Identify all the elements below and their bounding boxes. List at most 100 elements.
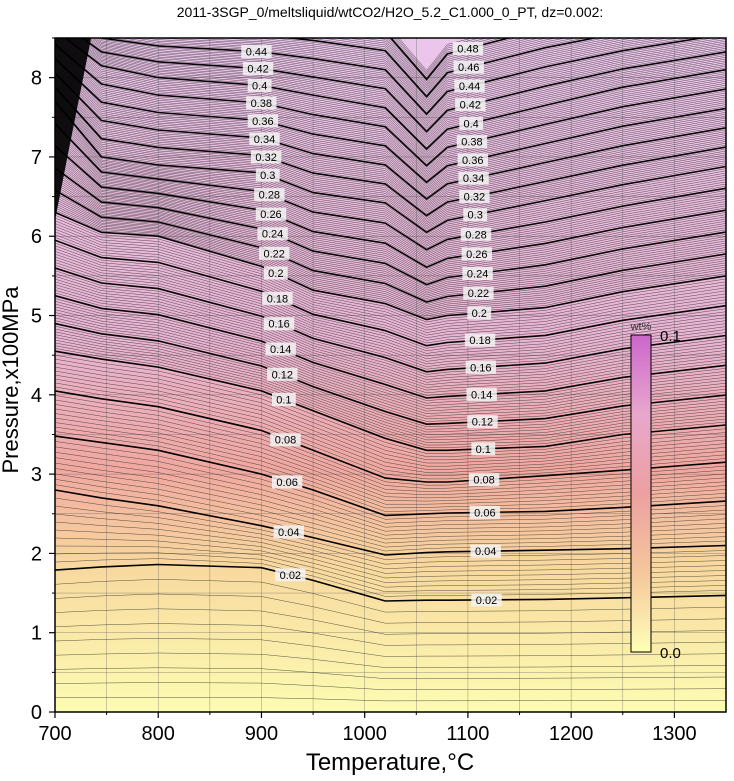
contour-label-left: 0.4 xyxy=(247,78,272,92)
contour-line-minor xyxy=(55,264,726,370)
contour-line-minor xyxy=(55,289,726,394)
contour-label-right: 0.22 xyxy=(463,286,494,300)
contour-line-minor xyxy=(55,130,726,256)
contour-label-left: 0.36 xyxy=(247,114,279,128)
contour-label-right: 0.16 xyxy=(465,360,497,374)
contour-line-minor xyxy=(55,174,726,291)
contour-label-right: 0.28 xyxy=(460,227,492,241)
contour-line-minor xyxy=(55,545,726,588)
contour-line-minor xyxy=(55,366,726,464)
contour-line-minor xyxy=(55,301,726,404)
contour-label-right: 0.44 xyxy=(454,79,485,93)
contour-line-minor xyxy=(83,38,726,131)
contour-label-right: 0.38 xyxy=(456,135,488,149)
contour-line-major xyxy=(55,123,726,251)
contour-label-text: 0.16 xyxy=(268,319,289,331)
contour-line-minor xyxy=(55,77,726,205)
plot-frame xyxy=(54,37,727,713)
contour-line-minor xyxy=(55,242,726,349)
contour-line-minor xyxy=(55,325,726,428)
contour-line-minor xyxy=(55,97,726,228)
contour-line-minor xyxy=(55,198,726,310)
contour-label-text: 0.28 xyxy=(259,190,280,202)
contour-line-minor xyxy=(55,159,726,278)
colorbar: wt% 0.1 0.0 xyxy=(630,321,681,662)
contour-line-minor xyxy=(87,38,726,127)
contour-label-left: 0.04 xyxy=(273,525,304,539)
contour-line-minor xyxy=(55,110,726,240)
contour-line-major xyxy=(55,86,726,217)
contour-line-minor xyxy=(55,228,726,336)
contour-line-minor xyxy=(55,345,726,446)
contour-label-left: 0.14 xyxy=(265,342,296,356)
contour-label-text: 0.36 xyxy=(252,116,273,128)
contour-line-minor xyxy=(55,339,726,441)
contour-line-minor xyxy=(76,38,726,138)
contour-line-minor xyxy=(55,374,726,470)
contour-line-minor xyxy=(55,150,726,271)
contour-line-minor xyxy=(55,176,726,292)
contour-line-major xyxy=(55,322,726,426)
contour-line-minor xyxy=(55,413,726,499)
contour-line-minor xyxy=(55,273,726,378)
y-axis-ticks: 0 1 2 3 4 5 6 7 8 xyxy=(31,37,55,724)
contour-line-minor xyxy=(55,226,726,333)
contour-line-minor xyxy=(360,38,548,89)
contour-line-major xyxy=(55,435,726,517)
contour-line-minor xyxy=(55,446,726,524)
contour-label-right: 0.26 xyxy=(461,247,493,261)
contour-line-minor xyxy=(55,57,726,182)
contour-line-minor xyxy=(55,521,726,574)
contour-label-text: 0.28 xyxy=(465,229,486,241)
contour-line-major xyxy=(55,563,726,602)
contour-line-minor xyxy=(55,152,726,273)
contour-label-text: 0.32 xyxy=(255,152,276,164)
contour-line-minor xyxy=(55,201,726,312)
contour-line-minor xyxy=(55,484,726,552)
contour-line-minor xyxy=(85,38,726,129)
contour-line-minor xyxy=(55,298,726,401)
y-tick-label: 0 xyxy=(31,702,42,724)
contour-line-minor xyxy=(55,85,726,215)
contour-line-minor xyxy=(55,52,726,177)
contour-line-major xyxy=(55,189,726,303)
contour-line-minor xyxy=(55,306,726,409)
contour-line-minor xyxy=(62,38,726,152)
contour-line-minor xyxy=(68,38,726,146)
contour-line-minor xyxy=(55,61,726,186)
contour-line-minor xyxy=(55,328,726,430)
contour-line-minor xyxy=(55,468,726,540)
contour-label-right: 0.1 xyxy=(471,442,496,456)
contour-label-right: 0.32 xyxy=(459,189,490,203)
contour-line-minor xyxy=(55,342,726,443)
contour-line-minor xyxy=(55,422,726,505)
contour-line-minor xyxy=(55,529,726,579)
contour-label-right: 0.48 xyxy=(452,42,484,56)
contour-line-minor xyxy=(55,41,726,163)
contour-line-minor xyxy=(97,38,726,118)
contour-line-major xyxy=(55,145,726,269)
contour-line-minor xyxy=(55,59,726,185)
contour-label-text: 0.2 xyxy=(268,268,283,280)
contour-line-minor xyxy=(55,178,726,294)
contour-label-text: 0.08 xyxy=(275,435,296,447)
contour-line-minor xyxy=(55,331,726,433)
contour-line-minor xyxy=(55,431,726,512)
contour-label-text: 0.24 xyxy=(467,269,488,281)
contour-line-minor xyxy=(55,99,726,231)
contour-line-major xyxy=(55,43,726,167)
contour-label-text: 0.06 xyxy=(276,477,297,489)
contour-line-minor xyxy=(55,337,726,438)
contour-line-minor xyxy=(215,38,624,103)
contour-line-minor xyxy=(55,181,726,296)
contour-label-left: 0.26 xyxy=(255,207,287,221)
contour-line-minor xyxy=(333,38,567,92)
contour-line-minor xyxy=(55,55,726,180)
contour-line-minor xyxy=(55,112,726,242)
contour-line-minor xyxy=(55,417,726,502)
contour-line-minor xyxy=(55,165,726,284)
y-tick-label: 1 xyxy=(31,623,42,645)
contour-label-left: 0.2 xyxy=(263,266,288,280)
contour-label-right: 0.12 xyxy=(467,415,498,429)
